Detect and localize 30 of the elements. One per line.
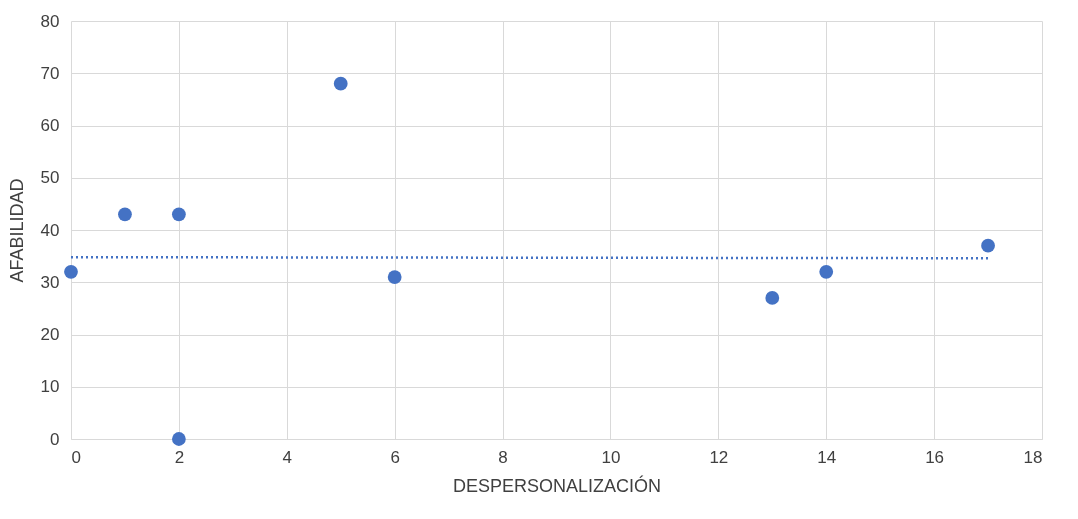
point [172,207,186,222]
x-tick-label: 10 [601,447,621,467]
x-tick-label: 14 [817,447,837,467]
x-tick-label: 8 [498,447,508,467]
x-tick-label: 0 [71,447,81,467]
y-tick-label: 20 [40,325,60,344]
point [819,264,834,279]
y-tick-label: 30 [40,272,60,292]
x-axis-title: DESPERSONALIZACIÓN [452,474,662,496]
x-tick-label: 4 [282,447,293,467]
point [765,291,780,305]
point [981,238,995,253]
y-tick-label: 10 [40,377,60,397]
y-tick-label: 40 [40,220,60,240]
point [387,270,402,284]
y-tick-label: 50 [40,168,60,188]
x-tick-label: 2 [174,447,185,467]
x-tick-label: 18 [1023,447,1043,467]
y-tick-label: 70 [40,63,60,83]
point [64,264,78,279]
x-tick-label: 12 [709,447,729,467]
point [172,432,186,446]
y-tick-label: 80 [40,11,60,31]
point [118,207,132,222]
y-tick-label: 60 [40,116,60,135]
point [333,76,348,91]
y-tick-label: 0 [50,429,60,449]
x-tick-label: 6 [390,447,400,467]
x-tick-label: 16 [925,447,945,467]
y-axis-title: AFABILIDAD [6,178,27,283]
